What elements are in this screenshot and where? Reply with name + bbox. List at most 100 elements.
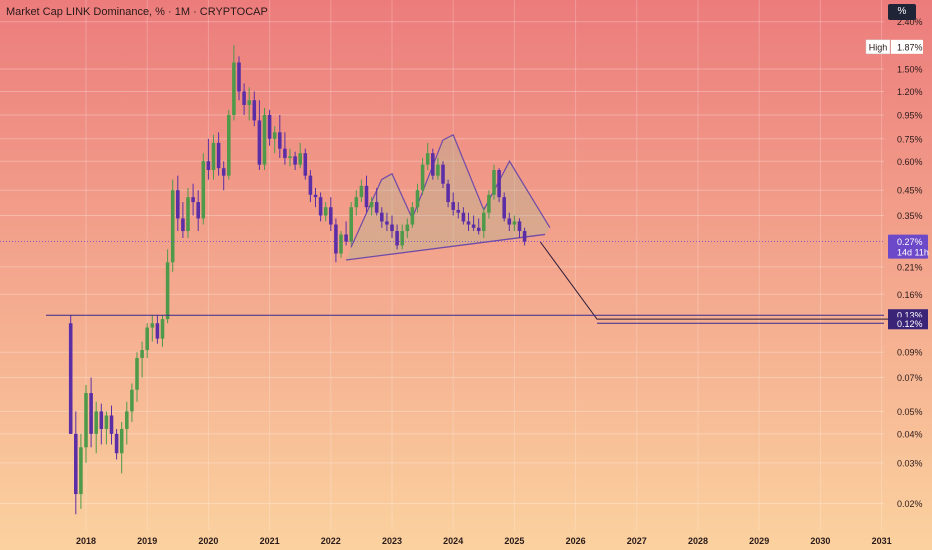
unit-toggle-button[interactable]: % (888, 4, 916, 20)
candle-body (130, 389, 134, 412)
candle-body (283, 148, 287, 158)
y-tick-label: 0.35% (897, 211, 923, 221)
level-badge (888, 317, 928, 330)
candle-body (303, 153, 308, 176)
candle-body (201, 161, 206, 219)
candle-body (400, 231, 404, 246)
candle-body (313, 194, 318, 198)
current-price-value: 0.27% (897, 237, 923, 247)
candle-body (517, 221, 522, 232)
y-tick-label: 0.07% (897, 373, 923, 383)
candle-body (206, 161, 211, 171)
candle-body (109, 415, 114, 434)
y-tick-label: 0.21% (897, 262, 923, 272)
y-tick-label: 0.04% (897, 429, 923, 439)
candle-body (84, 393, 88, 448)
candle-body (354, 197, 359, 208)
candle-body (451, 202, 455, 210)
neckline (346, 233, 546, 261)
candle-body (471, 224, 476, 228)
candle-body (150, 323, 155, 328)
x-tick-label: 2018 (76, 536, 96, 546)
candle-body (318, 197, 323, 216)
x-tick-label: 2020 (198, 536, 218, 546)
candle-body (160, 319, 165, 339)
candle-body (502, 197, 506, 219)
candle-body (232, 62, 236, 115)
high-badge-label: High (869, 42, 888, 52)
x-axis: 2018 2019 2020 2021 2022 2023 2024 2025 2026 2027… (76, 536, 892, 546)
candle-body (390, 224, 394, 232)
candle-body (507, 218, 512, 225)
candle-body (482, 212, 486, 232)
candle-body (257, 120, 262, 165)
candle-body (247, 100, 251, 105)
chart-title: Market Cap LINK Dominance, % · 1M · CRYP… (6, 6, 268, 18)
candle-body (349, 207, 353, 242)
candle-body (308, 175, 313, 195)
price-badges: High 1.87% 0.27%14d 11h 0.13%0.12% (865, 39, 929, 330)
candle-body (395, 231, 399, 246)
candle-body (145, 327, 149, 351)
candle-body (89, 393, 93, 434)
candle-body (431, 153, 435, 176)
candle-body (374, 202, 379, 213)
candles (68, 45, 527, 515)
x-tick-label: 2021 (260, 536, 280, 546)
candle-body (196, 202, 200, 219)
annotation-lines (0, 241, 894, 324)
candle-countdown: 14d 11h (897, 248, 929, 258)
candle-body (119, 428, 124, 454)
x-tick-label: 2024 (443, 536, 463, 546)
level-badge-value: 0.12% (897, 319, 923, 329)
candle-body (125, 411, 129, 429)
candle-body (272, 132, 277, 139)
x-tick-label: 2023 (382, 536, 402, 546)
y-tick-label: 1.50% (897, 65, 923, 75)
candle-body (405, 224, 410, 232)
candle-body (359, 185, 364, 198)
candle-body (267, 114, 272, 139)
candle-body (114, 433, 119, 454)
candle-body (329, 207, 333, 225)
candle-body (155, 323, 160, 339)
candle-body (522, 231, 527, 242)
candle-body (323, 207, 328, 216)
candle-body (385, 221, 389, 225)
candle-body (293, 156, 297, 165)
x-tick-label: 2029 (749, 536, 769, 546)
y-tick-label: 0.95% (897, 110, 923, 120)
high-badge-bg (865, 39, 891, 55)
candle-body (425, 153, 430, 165)
candle-body (227, 114, 231, 176)
high-value-label: 1.87% (897, 42, 923, 52)
candle-body (252, 100, 257, 121)
candle-body (216, 142, 221, 169)
candle-body (79, 447, 83, 495)
candle-body (476, 227, 481, 232)
candle-body (420, 164, 425, 191)
candle-body (415, 190, 420, 208)
y-tick-label: 1.20% (897, 87, 923, 97)
x-tick-label: 2030 (810, 536, 830, 546)
high-value-bg (891, 39, 923, 54)
pattern-outline (350, 134, 551, 248)
x-tick-label: 2031 (872, 536, 892, 546)
candle-body (262, 114, 267, 165)
candle-body (410, 207, 415, 225)
y-tick-label: 0.16% (897, 290, 923, 300)
candle-body (344, 234, 348, 242)
candle-body (497, 170, 501, 198)
candle-body (364, 185, 369, 208)
y-tick-label: 0.03% (897, 458, 923, 468)
candle-body (191, 197, 195, 203)
y-tick-label: 0.60% (897, 157, 923, 167)
x-tick-label: 2022 (321, 536, 341, 546)
candle-body (165, 262, 170, 320)
candle-body (461, 212, 466, 222)
candle-body (242, 91, 246, 105)
x-tick-label: 2028 (688, 536, 708, 546)
